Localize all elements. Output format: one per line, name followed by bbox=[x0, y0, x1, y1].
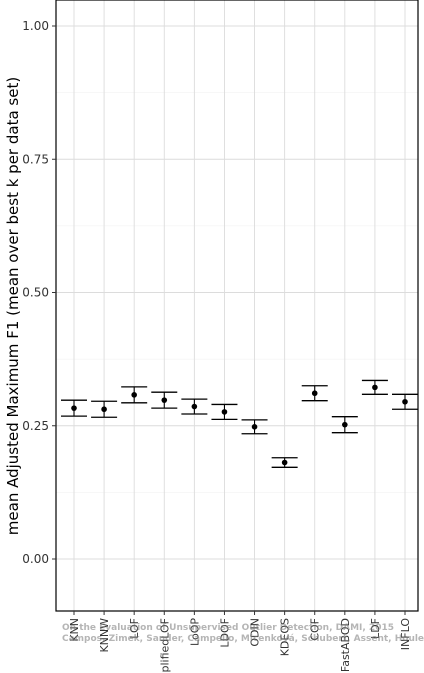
data-points bbox=[61, 379, 418, 468]
data-point bbox=[191, 403, 198, 410]
watermark-line-1: On the Evaluation of Unsupervised Outlie… bbox=[62, 623, 394, 633]
x-tick-label: ODIN bbox=[249, 618, 262, 647]
data-point bbox=[311, 390, 318, 397]
data-point bbox=[161, 397, 168, 403]
grid bbox=[56, 0, 418, 611]
data-point bbox=[402, 398, 408, 405]
data-point bbox=[342, 421, 348, 428]
data-point bbox=[281, 459, 288, 466]
data-point bbox=[101, 406, 107, 413]
x-tick-label: LOF bbox=[128, 618, 141, 639]
data-point bbox=[131, 392, 137, 398]
data-point bbox=[251, 424, 258, 430]
x-tick-label: FastABOD bbox=[339, 618, 352, 672]
x-axis: KNN KNNW LOF SimplifiedLOF LoOP LDOF ODIN KDEOS… bbox=[68, 611, 412, 673]
y-tick-label: 0.75 bbox=[22, 152, 49, 166]
plot-panel-border bbox=[55, 0, 419, 612]
x-tick-label: LDOF bbox=[218, 618, 231, 648]
data-point bbox=[221, 409, 228, 415]
x-tick-label: INFLO bbox=[399, 618, 412, 651]
y-tick-label: 1.00 bbox=[22, 19, 49, 33]
watermark-line-2: Campos, Zimek, Sander, Campello, Micenko… bbox=[62, 634, 424, 644]
x-tick-label: KNN bbox=[68, 618, 81, 642]
y-tick-label: 0.50 bbox=[22, 286, 49, 300]
y-tick-label: 0.25 bbox=[22, 419, 49, 433]
x-tick-label: LDF bbox=[369, 618, 382, 639]
data-point bbox=[372, 384, 378, 391]
y-axis: 0.00 0.25 0.50 0.75 1.00 bbox=[22, 19, 56, 566]
x-tick-label: LoOP bbox=[188, 618, 201, 646]
data-point bbox=[71, 405, 77, 411]
x-tick-label: KDEOS bbox=[279, 618, 292, 656]
y-tick-label: 0.00 bbox=[22, 552, 49, 566]
x-tick-label: KNNW bbox=[98, 618, 111, 653]
x-tick-label: SimplifiedLOF bbox=[158, 618, 171, 673]
y-axis-label: mean Adjusted Maximum F1 (mean over best… bbox=[4, 77, 22, 535]
x-tick-label: COF bbox=[309, 618, 322, 641]
